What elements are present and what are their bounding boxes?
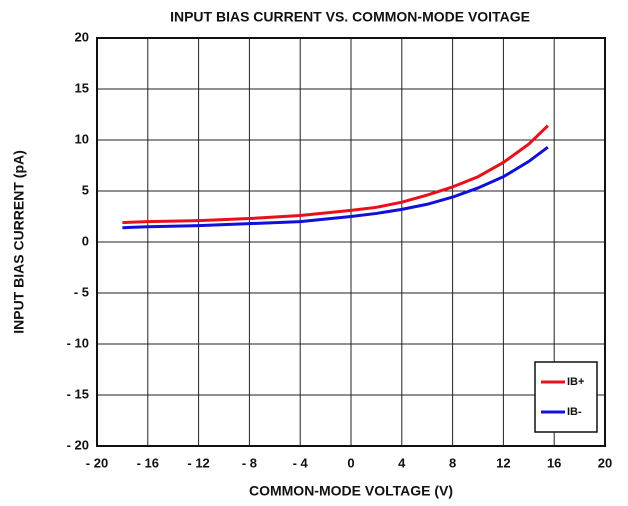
x-tick-label: - 4 bbox=[293, 455, 309, 470]
y-axis-label: INPUT BIAS CURRENT (pA) bbox=[11, 150, 27, 334]
x-tick-label: 8 bbox=[449, 455, 456, 470]
x-tick-label: 0 bbox=[347, 455, 354, 470]
y-tick-label: - 5 bbox=[74, 284, 89, 299]
y-tick-label: 0 bbox=[82, 233, 89, 248]
legend-label: IB+ bbox=[567, 376, 584, 388]
x-tick-label: 12 bbox=[496, 455, 510, 470]
legend-label: IB- bbox=[567, 406, 582, 418]
series-line bbox=[122, 124, 549, 225]
x-tick-label: - 16 bbox=[137, 455, 159, 470]
x-tick-label: 4 bbox=[398, 455, 406, 470]
x-tick-label: 20 bbox=[598, 455, 612, 470]
x-tick-label: - 12 bbox=[187, 455, 209, 470]
y-tick-label: 10 bbox=[75, 131, 89, 146]
y-tick-label: 5 bbox=[82, 182, 89, 197]
x-tick-label: - 8 bbox=[242, 455, 257, 470]
x-tick-label: - 20 bbox=[86, 455, 108, 470]
x-axis-label: COMMON-MODE VOLTAGE (V) bbox=[249, 483, 453, 499]
y-tick-label: - 10 bbox=[67, 335, 89, 350]
y-tick-label: 15 bbox=[75, 80, 89, 95]
y-tick-label: - 20 bbox=[67, 437, 89, 452]
legend-box bbox=[534, 361, 598, 433]
y-tick-label: - 15 bbox=[67, 386, 89, 401]
plot-frame bbox=[96, 37, 606, 447]
y-tick-label: 20 bbox=[75, 29, 89, 44]
x-tick-label: 16 bbox=[547, 455, 561, 470]
chart-title: INPUT BIAS CURRENT VS. COMMON-MODE VOITA… bbox=[170, 9, 530, 25]
series-line bbox=[122, 145, 549, 230]
